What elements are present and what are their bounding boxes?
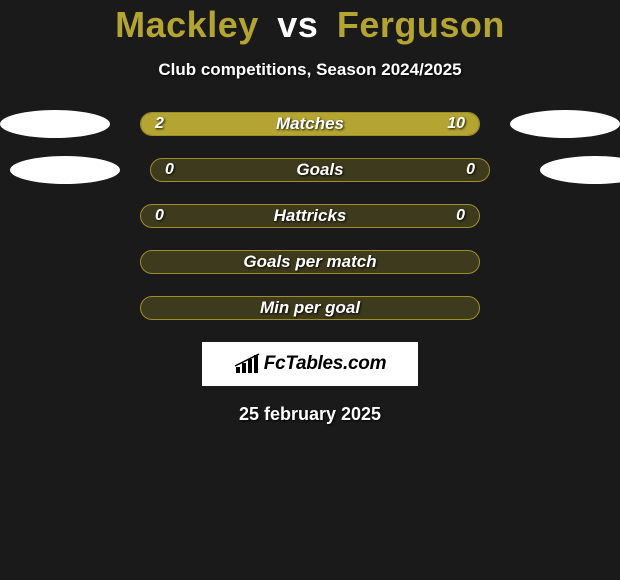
- date-label: 25 february 2025: [0, 404, 620, 425]
- stat-label: Hattricks: [141, 205, 479, 227]
- player1-name: Mackley: [115, 4, 259, 45]
- stat-label: Goals: [151, 159, 489, 181]
- page-title: Mackley vs Ferguson: [0, 4, 620, 46]
- stat-rows: 210Matches 00Goals 00Hattricks Goals per ma…: [0, 112, 620, 320]
- stat-bar: 00Hattricks: [140, 204, 480, 228]
- stat-bar: 210Matches: [140, 112, 480, 136]
- player1-marker: [10, 156, 120, 184]
- comparison-widget: Mackley vs Ferguson Club competitions, S…: [0, 0, 620, 425]
- player2-marker: [510, 110, 620, 138]
- stat-row: Goals per match: [0, 250, 620, 274]
- subtitle: Club competitions, Season 2024/2025: [0, 60, 620, 80]
- player2-marker: [540, 156, 620, 184]
- stat-row: 00Goals: [0, 158, 620, 182]
- barchart-icon: [234, 353, 260, 375]
- logo-text: FcTables.com: [264, 353, 386, 375]
- stat-bar: Min per goal: [140, 296, 480, 320]
- stat-row: Min per goal: [0, 296, 620, 320]
- player2-name: Ferguson: [337, 4, 505, 45]
- stat-label: Matches: [141, 113, 479, 135]
- stat-row: 210Matches: [0, 112, 620, 136]
- logo-inner: FcTables.com: [234, 353, 386, 375]
- vs-label: vs: [277, 4, 318, 45]
- player1-marker: [0, 110, 110, 138]
- stat-row: 00Hattricks: [0, 204, 620, 228]
- stat-label: Min per goal: [141, 297, 479, 319]
- stat-label: Goals per match: [141, 251, 479, 273]
- logo-box[interactable]: FcTables.com: [202, 342, 418, 386]
- stat-bar: Goals per match: [140, 250, 480, 274]
- stat-bar: 00Goals: [150, 158, 490, 182]
